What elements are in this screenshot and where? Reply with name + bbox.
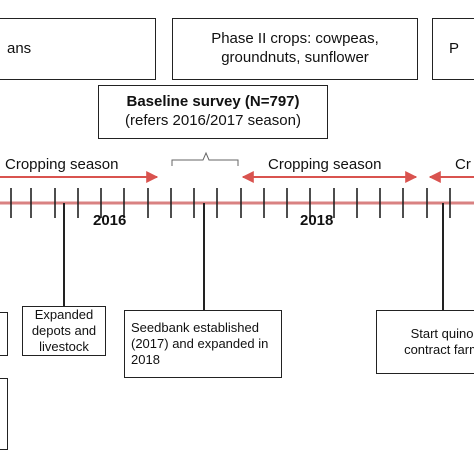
phase2-line1: Phase II crops: cowpeas, [211, 30, 379, 48]
quinoa-line1: Start quino [410, 325, 474, 341]
left-edge-box-2 [0, 378, 8, 450]
year-2016: 2016 [93, 212, 127, 229]
phase2-box: Phase II crops: cowpeas, groundnuts, sun… [172, 18, 418, 80]
season-label-2: Cropping season [268, 156, 382, 173]
top-left-box: ans [0, 18, 156, 80]
expanded-box-text: Expanded depots and livestock [31, 306, 97, 355]
baseline-subtitle: (refers 2016/2017 season) [125, 112, 301, 129]
top-right-box-text: P [449, 39, 460, 57]
left-edge-box-1 [0, 312, 8, 356]
expanded-box-frame: Expanded depots and livestock [22, 306, 106, 356]
year-2018: 2018 [300, 212, 334, 229]
season-label-3: Cr [455, 156, 471, 173]
quinoa-box: Start quino contract farm [376, 310, 474, 374]
quinoa-line2: contract farm [404, 342, 474, 357]
top-right-box: P [432, 18, 474, 80]
top-left-box-text: ans [7, 39, 32, 57]
seedbank-box-text: Seedbank established (2017) and expanded… [131, 319, 269, 368]
season-label-1: Cropping season [5, 156, 119, 173]
timeline-ticks [10, 188, 451, 218]
seedbank-box: Seedbank established (2017) and expanded… [124, 310, 282, 378]
baseline-box: Baseline survey (N=797) (refers 2016/201… [98, 85, 328, 139]
baseline-brace [171, 151, 239, 166]
phase2-line2: groundnuts, sunflower [221, 49, 369, 66]
baseline-title: Baseline survey (N=797) [126, 93, 300, 111]
